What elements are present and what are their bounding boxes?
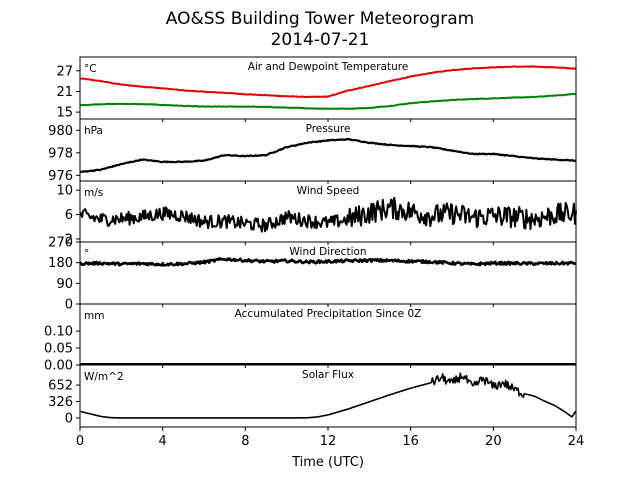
x-tick-label: 16 [402,434,419,449]
x-axis: 0 4 8 12 16 20 24 [76,434,584,449]
series-line-2-0 [79,196,577,233]
panel-title: Solar Flux [302,369,354,381]
series-line-1-0 [79,137,577,173]
y-tick-label: 0.05 [44,342,73,357]
x-tick-label: 8 [241,434,249,449]
panel-title: Accumulated Precipitation Since 0Z [235,308,422,320]
y-tick-label: 0 [65,298,73,313]
y-tick-label: 326 [48,395,73,410]
panel-unit-label: hPa [84,125,103,137]
panel-title: Wind Direction [289,246,366,258]
y-tick-label: 10 [56,184,73,199]
series-line-3-0 [79,257,577,267]
x-tick-label: 12 [320,434,337,449]
y-tick-label: 6 [65,208,73,223]
panel-wind-direction: 0 90 180 270 Wind Direction ° [48,236,577,313]
panel-air-and-dewpoint-temperature: 15 21 27 Air and Dewpoint Temperature °C [56,56,577,122]
panel-unit-label: mm [84,310,104,322]
y-tick-label: 976 [48,169,73,184]
panel-unit-label: W/m^2 [84,371,124,383]
panel-unit-label: °C [84,63,97,75]
panel-wind-speed: 2 6 10 Wind Speed m/s [56,180,577,247]
y-tick-label: 21 [56,85,73,100]
y-tick-label: 0 [65,411,73,426]
panel-unit-label: ° [84,248,89,260]
y-tick-label: 180 [48,256,73,271]
panel-accumulated-precipitation-since-0z: 0.00 0.05 0.10 Accumulated Precipitation Si… [44,303,577,374]
figure-subtitle: 2014-07-21 [271,30,370,50]
y-tick-label: 270 [48,236,73,251]
series-line-0-0 [79,65,577,99]
x-axis-label: Time (UTC) [291,455,364,470]
y-tick-label: 978 [48,146,73,161]
x-tick-label: 0 [76,434,84,449]
y-tick-label: 15 [56,106,73,121]
series-line-5-0 [79,372,577,419]
panel-unit-label: m/s [84,187,103,199]
y-tick-label: 652 [48,379,73,394]
y-tick-label: 2 [65,232,73,247]
panel-title: Pressure [306,123,351,135]
y-tick-label: 90 [56,277,73,292]
panel-pressure: 976 978 980 Pressure hPa [48,118,577,184]
series-line-0-1 [79,92,577,110]
panel-title: Air and Dewpoint Temperature [248,61,409,73]
x-tick-label: 4 [159,434,167,449]
y-tick-label: 0.00 [44,359,73,374]
x-tick-label: 24 [568,434,585,449]
y-tick-label: 27 [56,64,73,79]
figure-title: AO&SS Building Tower Meteorogram [166,9,474,29]
x-tick-label: 20 [485,434,502,449]
y-tick-label: 0.10 [44,325,73,340]
y-tick-label: 980 [48,124,73,139]
panel-title: Wind Speed [297,185,360,197]
